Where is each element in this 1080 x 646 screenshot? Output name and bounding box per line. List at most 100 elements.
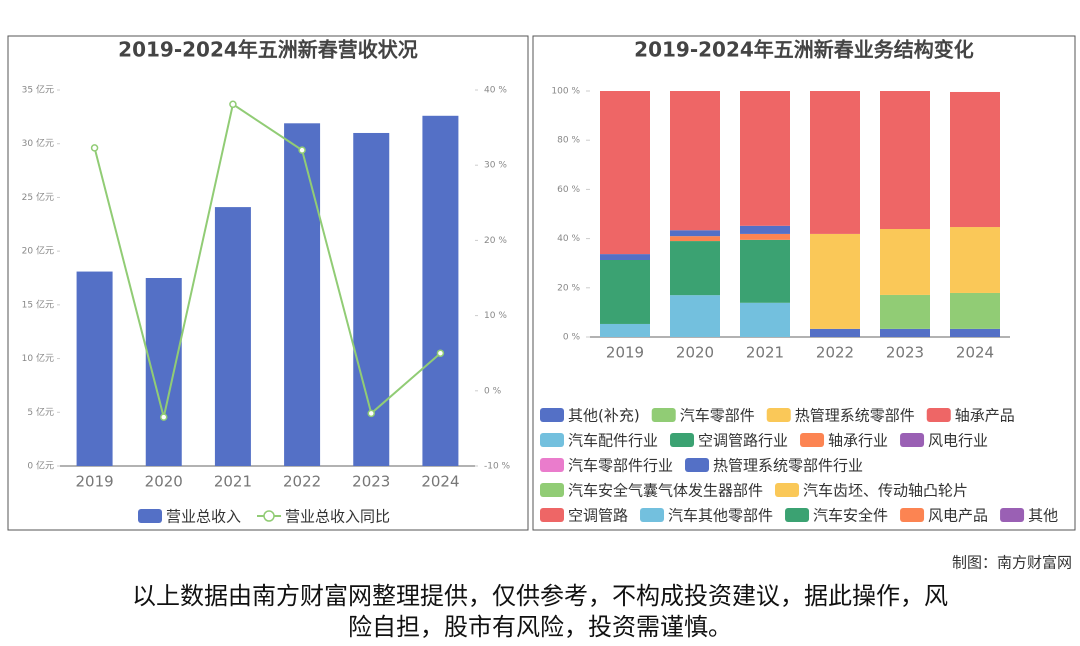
legend-swatch	[651, 408, 676, 422]
point	[298, 146, 306, 154]
y-tick-label: 20 亿元	[22, 245, 54, 257]
point	[367, 409, 375, 418]
bar-segment	[600, 260, 650, 324]
y2-tick-label: 40 %	[484, 86, 507, 96]
y2-tick-label: 20 %	[484, 236, 507, 246]
y-tick-label: 10 亿元	[22, 352, 54, 364]
legend-swatch	[540, 433, 564, 447]
legend-swatch	[640, 508, 665, 522]
x-tick-label: 2021	[746, 344, 784, 362]
x-tick-label: 2024	[956, 344, 994, 362]
bar	[76, 271, 113, 466]
legend-label: 其他	[1028, 507, 1058, 525]
y2-tick-label: -10 %	[484, 462, 511, 472]
bar-segment	[880, 328, 930, 337]
bar-segment	[670, 295, 720, 337]
legend-swatch	[263, 510, 275, 522]
bar	[214, 207, 251, 466]
y-tick-label: 5 亿元	[27, 406, 54, 418]
y-tick-label: 40 %	[557, 234, 580, 244]
legend-swatch	[900, 433, 925, 447]
x-tick-label: 2019	[606, 344, 644, 362]
y-tick-label: 15 亿元	[22, 298, 54, 310]
bar-segment	[600, 254, 650, 261]
legend-swatch	[540, 408, 564, 422]
legend-label: 其他(补充)	[568, 407, 640, 425]
legend-swatch	[800, 433, 825, 447]
legend-swatch	[540, 483, 564, 497]
bar-segment	[670, 241, 720, 296]
bar-segment	[810, 91, 860, 234]
legend-swatch	[926, 408, 951, 422]
legend-swatch	[1000, 508, 1025, 522]
x-tick-label: 2024	[421, 473, 459, 491]
disclaimer: 以上数据由南方财富网整理提供，仅供参考，不构成投资建议，据此操作，风	[132, 582, 948, 610]
bar-segment	[740, 233, 790, 240]
bar-segment	[950, 91, 1000, 228]
legend-label: 轴承行业	[828, 432, 888, 450]
bar-segment	[880, 294, 930, 329]
bar-segment	[670, 236, 720, 242]
legend-label: 热管理系统零部件行业	[713, 457, 863, 475]
bar-segment	[950, 227, 1000, 293]
bar	[422, 115, 459, 466]
legend-swatch	[540, 458, 564, 472]
legend-label: 风电产品	[928, 507, 988, 525]
point	[436, 349, 445, 357]
point	[160, 413, 168, 421]
legend-label: 汽车安全气囊气体发生器部件	[568, 482, 763, 500]
bar-segment	[810, 328, 860, 337]
bar-segment	[600, 323, 650, 337]
legend-label: 汽车零部件行业	[568, 457, 673, 475]
y2-tick-label: 10 %	[484, 311, 507, 321]
x-tick-label: 2020	[145, 473, 183, 491]
y-tick-label: 80 %	[557, 136, 580, 146]
bar-segment	[670, 91, 720, 231]
left-panel	[7, 35, 529, 531]
y-tick-label: 35 亿元	[22, 84, 54, 96]
x-tick-label: 2020	[676, 344, 714, 362]
legend-label: 营业总收入同比	[285, 508, 390, 526]
bar-segment	[740, 225, 790, 234]
bar-segment	[880, 229, 930, 295]
bar-segment	[740, 239, 790, 303]
y-tick-label: 0 %	[563, 333, 581, 343]
bar	[284, 123, 321, 466]
x-tick-label: 2022	[816, 344, 854, 362]
point	[229, 100, 237, 109]
y-tick-label: 60 %	[557, 185, 580, 195]
legend-label: 汽车其他零部件	[668, 507, 773, 525]
x-tick-label: 2021	[214, 473, 252, 491]
y-tick-label: 30 亿元	[22, 137, 54, 149]
point	[90, 144, 99, 152]
legend-label: 汽车零部件	[680, 407, 755, 425]
x-tick-label: 2019	[75, 473, 113, 491]
y-tick-label: 0 亿元	[27, 460, 54, 472]
bar-segment	[810, 233, 860, 329]
legend-label: 热管理系统零部件	[795, 407, 915, 425]
x-tick-label: 2022	[283, 473, 321, 491]
legend-swatch	[540, 508, 564, 522]
legend-swatch	[766, 408, 791, 422]
right-panel	[532, 35, 1076, 531]
legend-label: 风电行业	[928, 432, 988, 450]
bar-segment	[950, 328, 1000, 337]
disclaimer: 险自担，股市有风险，投资需谨慎。	[348, 613, 732, 641]
chart-title: 2019-2024年五洲新春营收状况	[118, 38, 418, 62]
legend-label: 空调管路行业	[698, 432, 788, 450]
legend-swatch	[685, 458, 710, 472]
legend-label: 汽车配件行业	[568, 432, 658, 450]
bar-segment	[740, 91, 790, 226]
legend-swatch	[138, 509, 162, 523]
line	[93, 102, 442, 418]
x-tick-label: 2023	[886, 344, 924, 362]
legend-swatch	[785, 508, 810, 522]
legend-swatch	[670, 433, 695, 447]
y-tick-label: 25 亿元	[22, 191, 54, 203]
bar-segment	[740, 302, 790, 337]
legend-swatch	[775, 483, 800, 497]
y2-tick-label: 0 %	[484, 386, 502, 396]
y2-tick-label: 30 %	[484, 161, 507, 171]
